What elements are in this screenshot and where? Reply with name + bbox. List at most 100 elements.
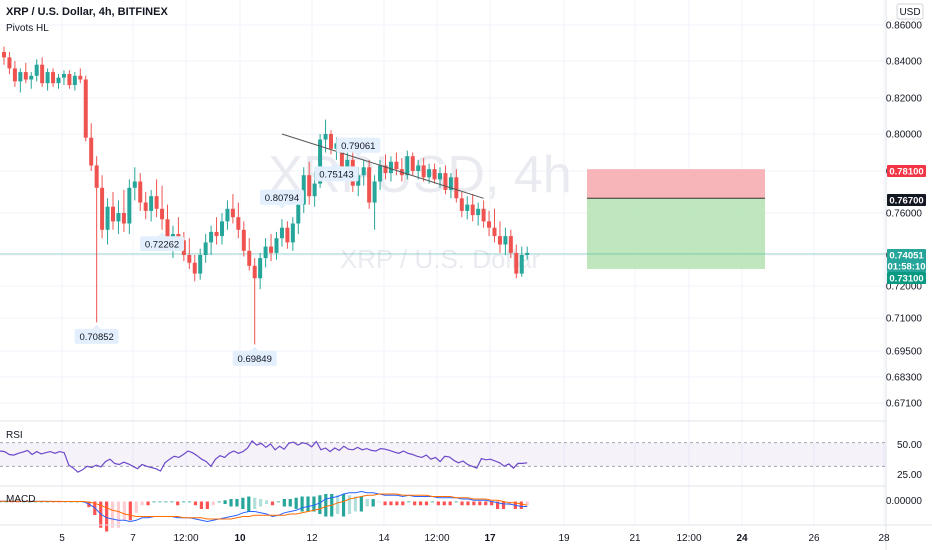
candle-body — [263, 246, 268, 259]
macd-histogram-bar — [365, 499, 369, 507]
macd-histogram-bar — [176, 501, 180, 506]
candle-body — [269, 246, 274, 253]
macd-signal-line — [0, 493, 528, 520]
price-tick-label: 0.76000 — [886, 209, 923, 220]
price-tick-label: 0.68300 — [886, 373, 923, 384]
macd-histogram-bar — [170, 501, 174, 503]
candle-body — [345, 159, 350, 168]
price-tag-label: 01:58:10 — [887, 262, 925, 273]
candle-body — [111, 206, 115, 222]
candle-body — [432, 169, 437, 180]
candle-body — [89, 137, 94, 166]
candle-body — [356, 175, 361, 186]
macd-histogram-bar — [347, 495, 352, 514]
time-axis[interactable]: 5 7 12:00 10 12 14 12:00 17 19 21 12:00 24 26 28 — [59, 533, 890, 544]
price-tag-label: 0.73100 — [889, 274, 923, 285]
macd-histogram-bar — [312, 496, 316, 512]
macd-histogram-bar — [413, 501, 417, 506]
price-axis[interactable]: 0.860000.840000.820000.800000.780000.760… — [886, 21, 923, 410]
macd-histogram-bar — [122, 501, 126, 521]
candle-body — [487, 221, 492, 228]
macd-histogram-bar — [140, 501, 144, 506]
macd-histogram-bar — [193, 501, 198, 506]
pivot-label-pointer — [354, 152, 363, 157]
macd-histogram-bar — [507, 501, 512, 506]
time-tick-label: 12:00 — [676, 533, 701, 544]
watermark-name: XRP / U.S. Dollar — [340, 244, 541, 274]
macd-histogram-bar — [395, 501, 399, 506]
candle-body — [12, 68, 17, 82]
macd-histogram-bar — [448, 501, 452, 506]
price-tag-box — [887, 249, 926, 261]
candle-body — [427, 169, 432, 178]
currency-badge[interactable] — [896, 3, 924, 20]
candlestick-series — [2, 46, 530, 345]
price-tick-label: 0.82000 — [886, 94, 923, 105]
candle-body — [410, 156, 415, 171]
candle-body — [143, 202, 148, 211]
short-position-tool[interactable] — [587, 169, 765, 269]
macd-histogram-bar — [211, 501, 215, 506]
macd-histogram-bar — [187, 501, 192, 503]
macd-histogram-bar — [235, 499, 239, 507]
macd-histogram-bar — [288, 499, 292, 507]
candle-body — [56, 77, 61, 84]
candle-body — [252, 265, 257, 279]
pivot-label-box — [232, 350, 277, 366]
macd-histogram-bar — [241, 497, 245, 509]
pivot-label-box — [336, 137, 381, 153]
price-tick-label: 0.71000 — [886, 314, 923, 325]
rsi-tick-label: 50.00 — [897, 440, 922, 451]
candle-body — [29, 75, 34, 80]
macd-histogram-bar — [430, 501, 435, 503]
pivot-label: 0.69849 — [238, 354, 272, 365]
candle-body — [160, 208, 165, 220]
macd-histogram-bar — [318, 495, 322, 514]
time-tick-label: 19 — [558, 533, 570, 544]
macd-histogram-bar — [336, 495, 340, 514]
macd-histogram-bar — [490, 501, 494, 506]
candle-body — [247, 250, 252, 266]
macd-histogram-bar — [460, 501, 464, 506]
candle-body — [83, 79, 88, 138]
candle-body — [78, 75, 83, 80]
trendline[interactable] — [281, 133, 484, 199]
candle-body — [285, 227, 290, 243]
candle-body — [274, 238, 279, 253]
rsi-line — [0, 439, 528, 473]
take-profit-zone — [587, 198, 765, 269]
candle-body — [230, 208, 235, 218]
pivot-label-pointer — [92, 324, 101, 329]
macd-histogram-bar — [525, 501, 529, 506]
candle-body — [67, 73, 72, 86]
price-tick-label: 0.72000 — [886, 282, 923, 293]
macd-pane: MACD 0.00000 — [0, 490, 922, 532]
candle-body — [100, 187, 105, 230]
macd-histogram-bar — [466, 501, 470, 506]
candle-body — [372, 181, 377, 203]
candle-body — [61, 73, 66, 78]
pivot-label-pointer — [158, 232, 167, 237]
macd-histogram-bar — [407, 501, 411, 503]
candle-body — [481, 208, 486, 222]
candle-body — [198, 255, 203, 274]
macd-histogram-bar — [99, 501, 103, 528]
candle-body — [465, 204, 470, 211]
time-tick-label: 7 — [130, 533, 136, 544]
candle-body — [192, 262, 197, 274]
candle-body — [378, 165, 383, 182]
price-tag-label: 0.74051 — [889, 251, 924, 262]
candle-body — [18, 72, 23, 82]
macd-histogram-bar — [253, 497, 257, 509]
macd-histogram-bar — [484, 501, 488, 506]
macd-histogram-bar — [353, 496, 358, 512]
time-tick-label: 10 — [234, 533, 246, 544]
time-tick-label: 17 — [484, 533, 496, 544]
macd-histogram-bar — [116, 501, 121, 528]
candle-body — [23, 72, 28, 80]
macd-histogram-bar — [199, 501, 204, 509]
candle-body — [503, 236, 508, 245]
candle-body — [296, 204, 301, 224]
macd-histogram-bar — [519, 501, 523, 509]
